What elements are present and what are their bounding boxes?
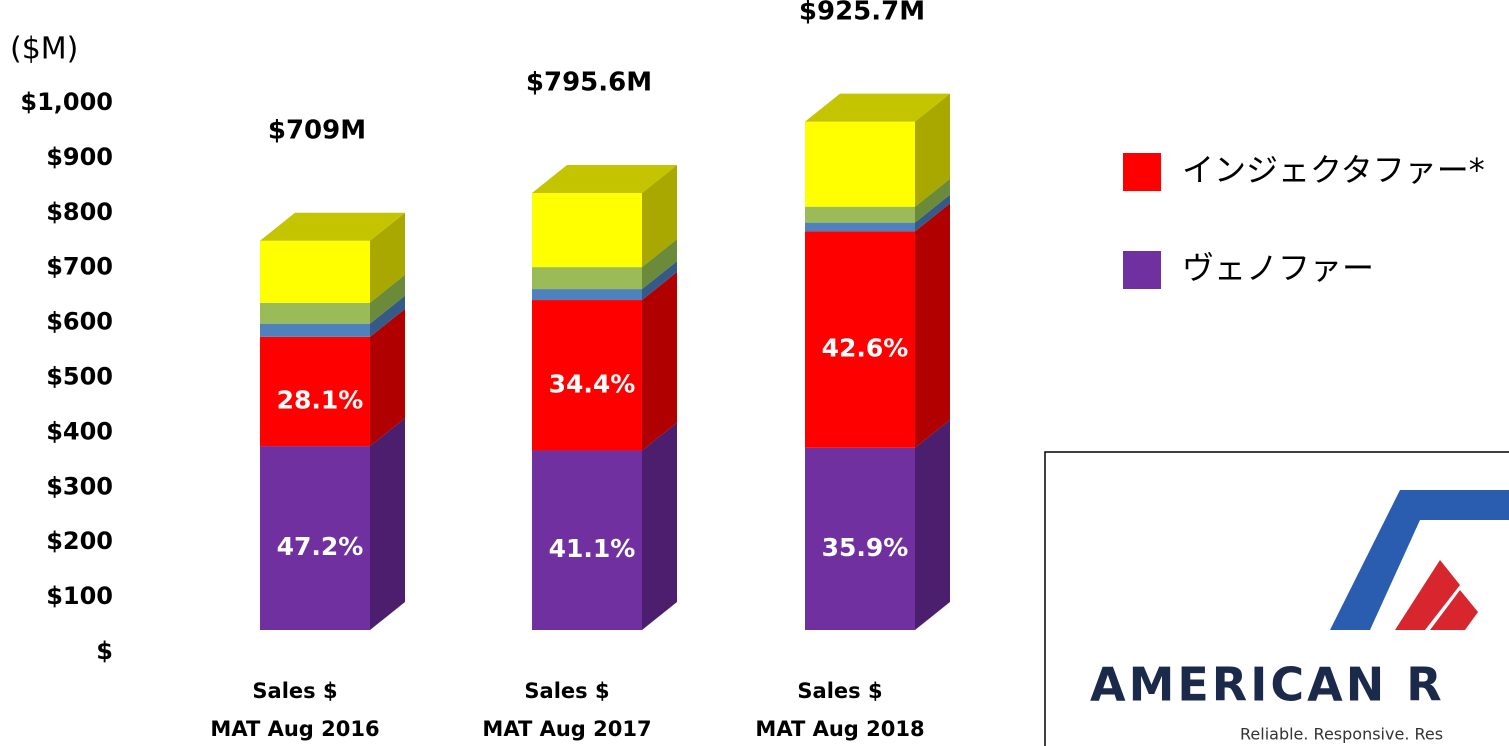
bar-side <box>370 274 405 324</box>
legend-label: インジェクタファー* <box>1182 151 1485 189</box>
x-tick-label: Sales $ <box>252 679 337 703</box>
x-tick-label: Sales $ <box>797 679 882 703</box>
x-tick-label: Sales $ <box>524 679 609 703</box>
logo: AMERICAN R Reliable. Responsive. Res <box>1044 451 1509 746</box>
y-tick-label: $500 <box>46 363 113 391</box>
logo-tagline: Reliable. Responsive. Res <box>1240 725 1443 744</box>
bar-segment <box>805 447 915 630</box>
bar-side <box>642 239 677 290</box>
y-tick-label: $800 <box>46 198 113 226</box>
bar-segment <box>260 302 370 324</box>
logo-shape <box>1395 560 1460 630</box>
segment-label: 41.1% <box>549 534 636 563</box>
segment-label: 35.9% <box>822 533 909 562</box>
bar-side <box>915 194 950 232</box>
segment-label: 47.2% <box>277 532 364 561</box>
bar-segment <box>532 267 642 290</box>
x-tick-label: MAT Aug 2016 <box>210 717 379 741</box>
bar-segment <box>805 222 915 232</box>
y-tick-label: $700 <box>46 253 113 281</box>
bar-side <box>642 422 677 630</box>
bar-segment <box>805 206 915 223</box>
logo-name: AMERICAN R <box>1090 658 1445 712</box>
bar-side <box>915 203 950 448</box>
y-tick-label: $ <box>96 637 113 665</box>
bar-side <box>370 295 405 337</box>
bar-segment <box>260 323 370 337</box>
y-tick-label: $900 <box>46 143 113 171</box>
segment-label: 34.4% <box>549 369 636 398</box>
legend-label: ヴェノファー <box>1182 249 1374 287</box>
bar-side <box>642 261 677 301</box>
bar-segment <box>805 121 915 207</box>
bar-segment <box>260 240 370 303</box>
logo-shape <box>1430 590 1478 630</box>
total-label: $925.7M <box>799 0 925 26</box>
total-label: $795.6M <box>526 68 652 98</box>
x-tick-label: MAT Aug 2018 <box>755 717 924 741</box>
bar-side <box>642 272 677 451</box>
bar-top <box>805 93 950 122</box>
bar-segment <box>260 336 370 447</box>
y-tick-label: $600 <box>46 308 113 336</box>
bar-segment <box>805 231 915 448</box>
bar-side <box>642 164 677 268</box>
bar-side <box>370 212 405 303</box>
legend-swatch <box>1123 153 1161 191</box>
bar-segment <box>260 446 370 630</box>
bar-side <box>370 308 405 447</box>
segment-label: 42.6% <box>822 334 909 363</box>
bar-side <box>915 93 950 207</box>
bar-segment <box>532 450 642 630</box>
y-tick-label: $300 <box>46 472 113 500</box>
y-tick-label: $100 <box>46 582 113 610</box>
unit-label: ($M) <box>10 32 78 67</box>
segment-label: 28.1% <box>277 385 364 414</box>
legend-swatch <box>1123 251 1161 289</box>
y-tick-label: $200 <box>46 527 113 555</box>
bar-segment <box>532 192 642 268</box>
bar-side <box>915 178 950 223</box>
bar-side <box>915 419 950 630</box>
bar-top <box>532 164 677 193</box>
bar-top <box>260 212 405 241</box>
total-label: $709M <box>268 115 366 145</box>
bar-segment <box>532 300 642 451</box>
bar-segment <box>532 289 642 301</box>
logo-shape <box>1330 490 1509 630</box>
x-tick-label: MAT Aug 2017 <box>482 717 651 741</box>
y-tick-label: $400 <box>46 417 113 445</box>
y-tick-label: $1,000 <box>20 88 113 116</box>
bar-side <box>370 418 405 630</box>
